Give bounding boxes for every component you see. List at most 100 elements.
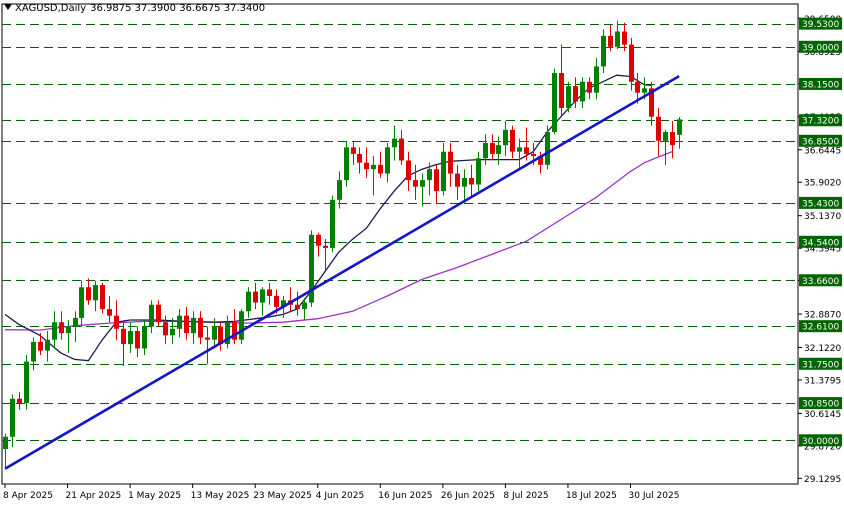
candle — [622, 22, 627, 52]
candle — [601, 29, 606, 74]
candle — [503, 121, 508, 157]
candle — [635, 73, 640, 104]
candle — [337, 171, 342, 209]
level-label-box — [799, 320, 842, 333]
level-label: 31.7500 — [802, 360, 839, 370]
candle — [86, 278, 91, 305]
dropdown-triangle-icon[interactable] — [4, 4, 12, 10]
candle-body — [267, 289, 272, 296]
candle-body — [524, 147, 529, 154]
candle-body — [378, 164, 383, 174]
candle-body — [622, 31, 627, 45]
candle — [406, 151, 411, 192]
candle-body — [559, 73, 564, 108]
candle-body — [177, 315, 182, 329]
candle-body — [406, 160, 411, 181]
candle — [517, 138, 522, 170]
candle — [351, 140, 356, 165]
candle-body — [344, 147, 349, 181]
candle — [121, 322, 126, 366]
candle — [38, 333, 43, 356]
candle-body — [663, 132, 668, 141]
level-label-box — [799, 397, 842, 410]
candle-body — [73, 317, 78, 327]
candle — [392, 125, 397, 161]
candle — [225, 315, 230, 349]
y-tick-label: 35.9020 — [804, 179, 841, 189]
candle-body — [66, 326, 71, 334]
candle-body — [121, 328, 126, 345]
ohlc-values: 36.9875 37.3900 36.6675 37.3400 — [90, 3, 266, 14]
candle-body — [225, 322, 230, 345]
candle-body — [371, 164, 376, 170]
candle-body — [253, 291, 258, 303]
candle-body — [615, 31, 620, 47]
level-label: 30.0000 — [802, 437, 839, 447]
candle — [17, 392, 22, 410]
candle — [677, 117, 682, 149]
candle-body — [107, 309, 112, 316]
candle — [163, 315, 168, 345]
candle-body — [649, 88, 654, 117]
candle — [469, 164, 474, 196]
level-label-box — [799, 17, 842, 30]
candle — [156, 300, 161, 327]
candle — [309, 230, 314, 307]
candle — [594, 57, 599, 100]
candle-body — [357, 153, 362, 163]
candle — [114, 300, 119, 340]
candle-body — [135, 330, 140, 349]
x-tick-label: 30 Jul 2025 — [629, 491, 680, 501]
level-label: 34.5400 — [802, 238, 839, 248]
candle — [427, 162, 432, 196]
candle — [79, 280, 84, 327]
candle-body — [260, 289, 265, 303]
level-label: 30.8500 — [802, 400, 839, 410]
candle-body — [351, 147, 356, 154]
candle — [267, 282, 272, 305]
candle — [45, 330, 50, 362]
candle-body — [205, 337, 210, 340]
candle-body — [156, 304, 161, 323]
candle-body — [420, 180, 425, 187]
candle-body — [212, 326, 217, 340]
level-label-box — [799, 114, 842, 127]
y-tick-label: 32.8870 — [804, 311, 841, 321]
candle-body — [24, 361, 29, 404]
candle-body — [629, 44, 634, 82]
candle — [149, 300, 154, 334]
candle — [107, 296, 112, 323]
candle — [559, 44, 564, 117]
candle — [496, 136, 501, 165]
trend-line — [4, 74, 680, 470]
candle-body — [45, 339, 50, 351]
candle-body — [392, 138, 397, 148]
x-tick-label: 8 Apr 2025 — [3, 491, 53, 501]
candle — [552, 68, 557, 135]
candle — [3, 433, 8, 469]
candle-body — [52, 322, 57, 340]
candle-body — [142, 326, 147, 349]
candle — [31, 337, 36, 371]
x-tick-label: 23 May 2025 — [253, 491, 312, 501]
x-tick-label: 4 Jun 2025 — [316, 491, 364, 501]
candle-body — [635, 81, 640, 93]
candle-body — [469, 177, 474, 185]
level-label: 38.1500 — [802, 80, 839, 90]
candle-body — [656, 116, 661, 141]
candle — [52, 311, 57, 349]
candle — [615, 20, 620, 49]
y-tick-label: 29.8720 — [804, 442, 841, 452]
candle — [649, 81, 654, 126]
level-label: 35.4300 — [802, 199, 839, 209]
y-tick-label: 32.1220 — [804, 344, 841, 354]
candle-body — [149, 304, 154, 327]
candle — [580, 77, 585, 108]
candle — [253, 282, 258, 310]
candle-body — [496, 145, 501, 154]
candle — [413, 164, 418, 200]
x-tick-label: 16 Jun 2025 — [378, 491, 432, 501]
candle — [73, 311, 78, 342]
level-label-box — [799, 77, 842, 90]
